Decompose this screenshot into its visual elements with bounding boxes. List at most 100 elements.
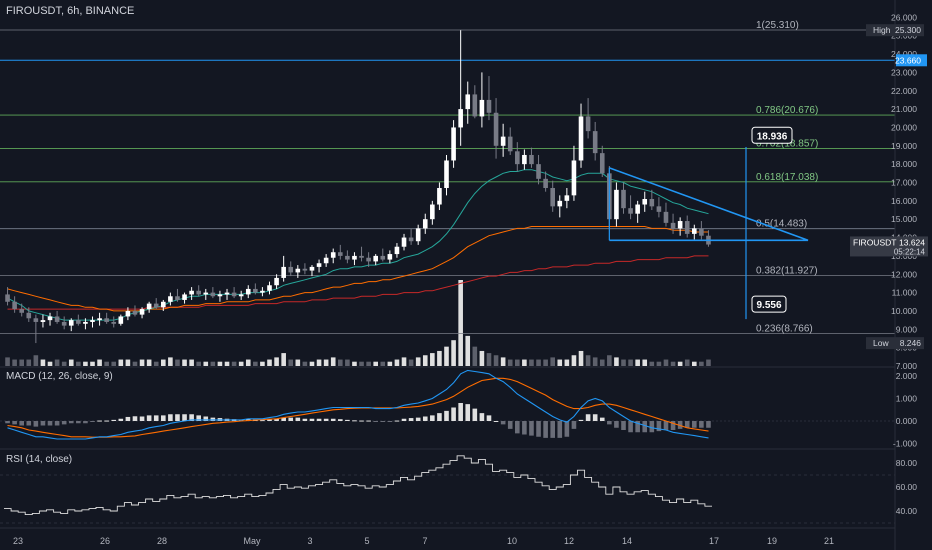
- macd-histogram-bar: [97, 420, 102, 422]
- volume-bar: [12, 359, 17, 366]
- macd-histogram-bar: [585, 414, 591, 421]
- volume-bar: [90, 361, 95, 366]
- candle-body: [217, 294, 223, 297]
- candle-body: [422, 219, 428, 229]
- candle-body: [699, 228, 704, 236]
- fib-level-label: 0.5(14.483): [756, 219, 807, 230]
- volume-bar: [288, 359, 294, 366]
- macd-histogram-bar: [175, 414, 180, 421]
- candle-body: [500, 136, 506, 146]
- hline-price-tag: [896, 54, 927, 67]
- volume-bar: [210, 361, 216, 366]
- time-tick-label: 19: [767, 536, 777, 546]
- volume-bar: [40, 359, 46, 366]
- macd-histogram-bar: [649, 421, 655, 433]
- macd-histogram-bar: [621, 421, 626, 430]
- volume-bar: [649, 361, 655, 366]
- volume-bar: [564, 359, 570, 366]
- volume-bar: [599, 359, 605, 366]
- candle-body: [19, 309, 25, 313]
- time-tick-label: 17: [709, 536, 719, 546]
- candle-body: [260, 290, 265, 293]
- macd-histogram-bar: [203, 416, 209, 421]
- candle-body: [401, 237, 407, 247]
- volume-bar: [607, 355, 612, 366]
- macd-histogram-bar: [699, 421, 704, 428]
- candle-body: [47, 316, 53, 321]
- volume-bar: [203, 361, 209, 366]
- candle-body: [628, 208, 633, 214]
- macd-histogram-bar: [642, 421, 648, 433]
- candle-body: [529, 154, 534, 165]
- macd-histogram-bar: [430, 415, 435, 421]
- macd-tick-label: 0.000: [896, 416, 918, 426]
- macd-histogram-bar: [691, 421, 697, 428]
- time-tick-label: May: [243, 536, 261, 546]
- candle-body: [691, 228, 697, 234]
- volume-bar: [670, 361, 676, 366]
- macd-histogram-bar: [68, 421, 74, 424]
- price-tick-label: 7.000: [896, 361, 918, 371]
- macd-histogram-bar: [19, 421, 25, 426]
- candle-body: [465, 94, 471, 110]
- candle-body: [104, 318, 109, 322]
- current-symbol-label: FIROUSDT: [853, 237, 896, 247]
- rsi-tick-label: 60.00: [896, 482, 918, 492]
- volume-bar: [493, 355, 499, 366]
- candle-body: [168, 296, 173, 302]
- candle-body: [118, 316, 124, 324]
- volume-bar: [691, 361, 697, 366]
- macd-histogram-bar: [543, 421, 548, 438]
- macd-histogram-bar: [451, 407, 456, 421]
- fib-level-label: 0.618(17.038): [756, 172, 818, 183]
- volume-bar: [380, 361, 386, 366]
- volume-bar: [189, 359, 194, 366]
- volume-bar: [26, 359, 32, 366]
- candle-body: [61, 321, 67, 326]
- triangle-pattern[interactable]: [609, 167, 809, 242]
- candle-body: [663, 211, 669, 223]
- volume-bar: [500, 357, 506, 366]
- candle-body: [323, 257, 329, 264]
- current-price-value: 13.624: [899, 237, 925, 247]
- candle-body: [437, 188, 442, 205]
- macd-histogram-bar: [422, 416, 428, 421]
- macd-tick-label: 1.000: [896, 394, 918, 404]
- volume-bar: [401, 357, 407, 366]
- candle-body: [189, 290, 194, 295]
- price-tick-label: 24.000: [891, 49, 917, 59]
- rsi-pane-label: RSI (14, close): [6, 454, 73, 465]
- price-axis-panel: [895, 0, 932, 550]
- volume-bar: [550, 357, 556, 366]
- volume-bar: [451, 340, 456, 366]
- macd-histogram-bar: [146, 415, 152, 421]
- target-up-callout[interactable]: [751, 126, 793, 144]
- price-tick-label: 12.000: [891, 269, 917, 279]
- macd-histogram-bar: [309, 418, 315, 421]
- volume-bar: [139, 359, 145, 366]
- macd-histogram-bar: [373, 421, 379, 422]
- macd-histogram-bar: [366, 420, 371, 422]
- candle-body: [670, 222, 676, 229]
- macd-histogram-bar: [125, 416, 131, 421]
- volume-bar: [522, 359, 527, 366]
- macd-histogram-bar: [295, 417, 301, 421]
- time-tick-label: 3: [307, 536, 312, 546]
- macd-histogram-bar: [274, 418, 279, 421]
- target-down-callout[interactable]: [751, 295, 787, 313]
- candle-body: [430, 204, 435, 220]
- candle-body: [160, 301, 166, 308]
- candle-body: [479, 99, 485, 117]
- volume-bar: [33, 355, 39, 366]
- macd-tick-label: 2.000: [896, 371, 918, 381]
- volume-bar: [394, 359, 400, 366]
- candle-body: [26, 312, 32, 319]
- candle-body: [33, 318, 39, 322]
- candle-body: [642, 199, 648, 205]
- volume-bar: [182, 359, 187, 366]
- macd-histogram-bar: [132, 416, 138, 421]
- high-tag: [866, 24, 924, 37]
- macd-line: [7, 369, 709, 440]
- time-tick-label: 5: [364, 536, 369, 546]
